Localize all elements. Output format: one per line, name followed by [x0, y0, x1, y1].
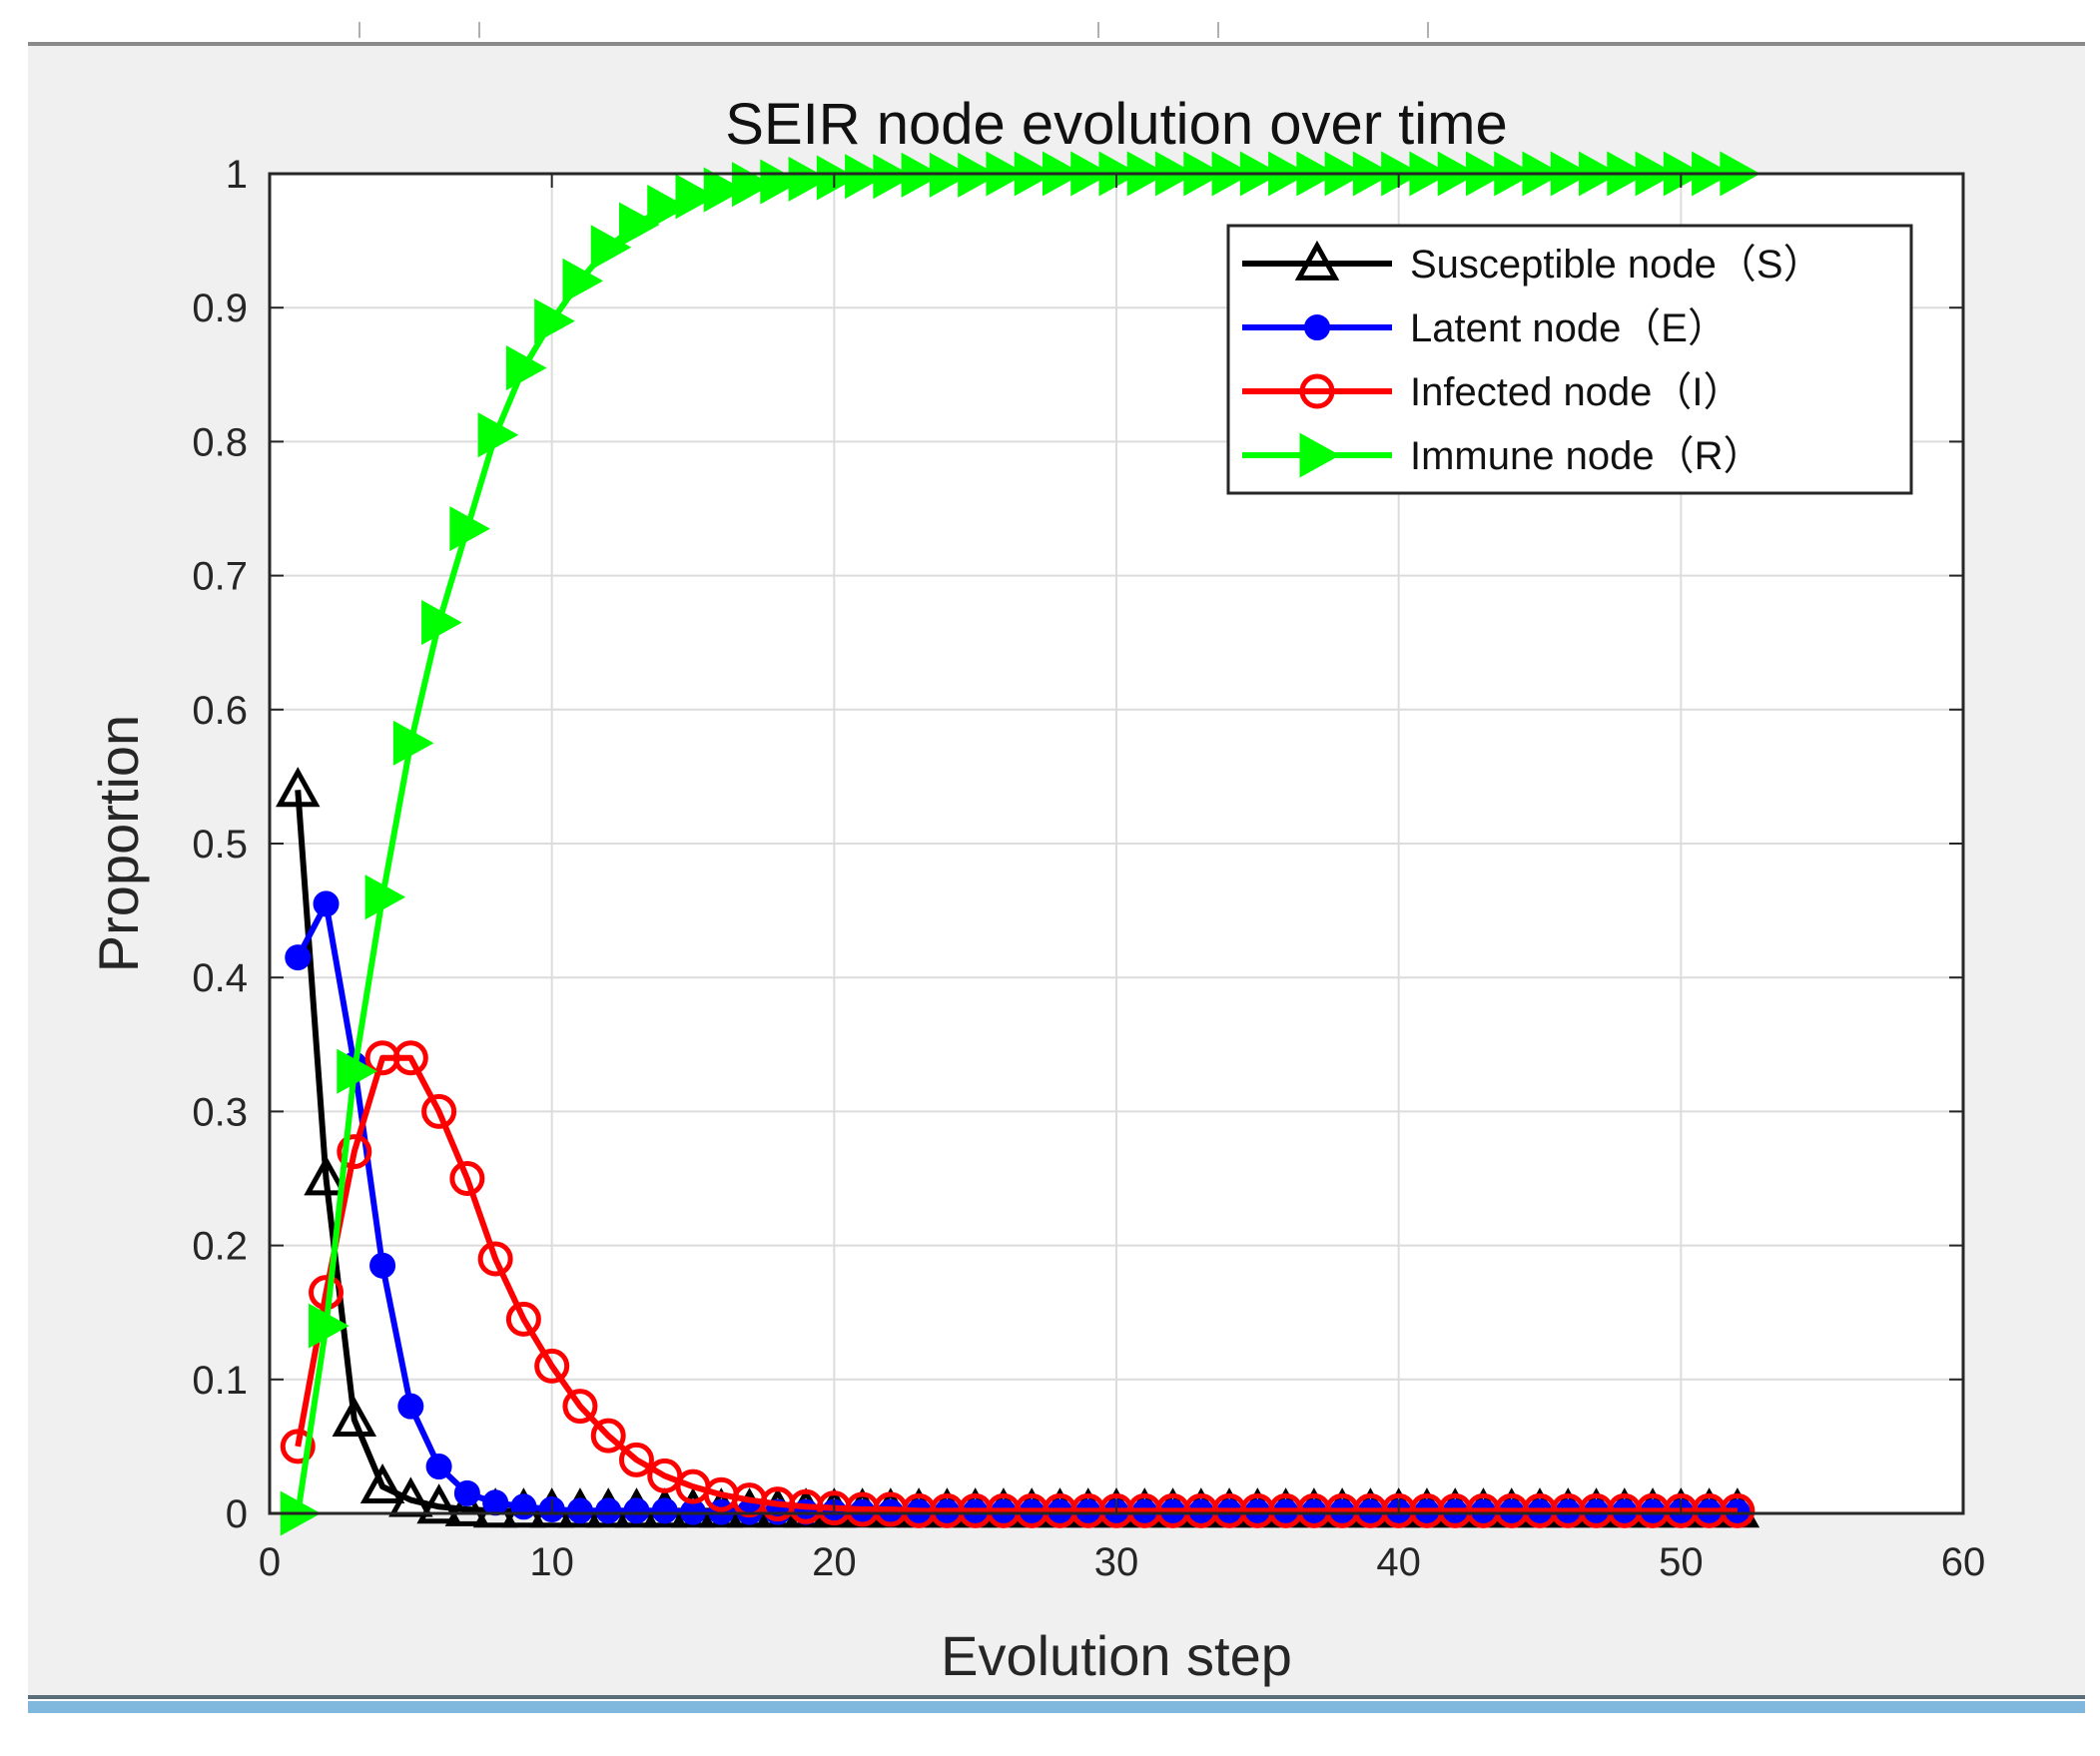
data-point-immune [505, 345, 547, 391]
y-tick-label: 0.5 [192, 823, 248, 867]
data-point-latent [369, 1252, 396, 1279]
data-point-immune [392, 720, 434, 766]
x-tick-label: 0 [259, 1540, 281, 1584]
x-tick-label: 10 [529, 1540, 574, 1584]
data-point-infected [505, 1301, 541, 1337]
data-point-immune [364, 875, 406, 920]
legend-marker-infected [1299, 373, 1335, 409]
data-point-susceptible [359, 1463, 405, 1504]
data-point-latent [425, 1454, 452, 1480]
y-tick-label: 0.6 [192, 689, 248, 733]
data-point-infected [421, 1093, 457, 1129]
data-point-latent [285, 944, 312, 971]
data-point-infected [562, 1389, 598, 1425]
data-point-immune [562, 258, 604, 303]
data-point-susceptible [444, 1485, 490, 1526]
legend-marker-susceptible [1294, 240, 1340, 281]
data-point-infected [337, 1134, 372, 1170]
chart-title: SEIR node evolution over time [725, 92, 1507, 157]
x-tick-label: 20 [812, 1540, 857, 1584]
legend-marker-immune [1299, 432, 1341, 478]
tick-layer: 0 10 20 30 40 50 60 0 0.1 0.2 0.3 0.4 0.5 0.6 0.7 0.8 0.… [192, 153, 1985, 1584]
data-point-latent [651, 1497, 678, 1524]
data-point-immune [788, 156, 830, 202]
legend-label-susceptible: Susceptible node（S） [1410, 243, 1823, 287]
data-point-immune [534, 298, 575, 344]
x-tick-label: 60 [1941, 1540, 1986, 1584]
data-point-immune [703, 167, 745, 213]
data-point-immune [845, 154, 886, 200]
data-point-latent [313, 890, 340, 917]
data-point-latent [623, 1497, 650, 1524]
data-point-latent [397, 1393, 424, 1420]
data-point-susceptible [332, 1396, 377, 1437]
legend-label-immune: Immune node（R） [1410, 434, 1762, 478]
data-point-immune [647, 185, 688, 231]
legend-entry-infected: Infected node（I） [1242, 370, 1744, 414]
data-point-infected [1720, 1492, 1755, 1528]
y-tick-label: 1 [226, 153, 248, 197]
toolbar-separators [358, 22, 1429, 38]
data-point-infected [534, 1348, 570, 1384]
x-tick-label: 50 [1659, 1540, 1704, 1584]
y-tick-label: 0.2 [192, 1225, 248, 1269]
legend-marker-latent [1304, 314, 1330, 340]
legend-label-infected: Infected node（I） [1410, 370, 1744, 414]
data-point-latent [482, 1489, 509, 1516]
y-tick-label: 0.3 [192, 1090, 248, 1134]
data-point-infected [392, 1040, 428, 1076]
data-point-immune [873, 154, 914, 200]
legend-entry-latent: Latent node（E） [1242, 306, 1728, 350]
data-point-immune [337, 1048, 377, 1094]
data-point-latent [595, 1497, 622, 1524]
data-point-immune [449, 506, 490, 552]
data-point-immune [477, 412, 519, 458]
data-point-infected [618, 1442, 654, 1477]
data-point-infected [477, 1241, 513, 1277]
legend: Susceptible node（S） Latent node（E） Infecte… [1226, 224, 1913, 495]
data-point-immune [760, 159, 801, 205]
data-point-immune [309, 1303, 350, 1349]
y-tick-label: 0.8 [192, 420, 248, 464]
y-axis-title: Proportion [87, 715, 150, 972]
data-point-latent [566, 1497, 593, 1524]
y-tick-label: 0 [226, 1492, 248, 1536]
data-point-infected [449, 1161, 485, 1196]
data-point-immune [421, 600, 462, 646]
x-axis-title: Evolution step [941, 1624, 1292, 1687]
data-point-infected [590, 1418, 626, 1454]
data-point-latent [510, 1493, 537, 1520]
data-point-immune [618, 202, 660, 248]
y-tick-label: 0.7 [192, 555, 248, 599]
legend-entry-immune: Immune node（R） [1242, 432, 1762, 478]
data-point-susceptible [416, 1483, 461, 1524]
y-tick-label: 0.9 [192, 287, 248, 330]
bottom-highlight-strip [28, 1701, 2085, 1713]
legend-label-latent: Latent node（E） [1410, 306, 1728, 350]
data-point-susceptible [304, 1155, 349, 1196]
x-tick-label: 40 [1376, 1540, 1421, 1584]
legend-box [1226, 224, 1913, 495]
series-infected [280, 1040, 1755, 1528]
data-point-susceptible [276, 767, 321, 808]
x-tick-label: 30 [1094, 1540, 1139, 1584]
data-point-infected [280, 1429, 316, 1464]
legend-entry-susceptible: Susceptible node（S） [1242, 240, 1823, 287]
y-tick-label: 0.1 [192, 1359, 248, 1403]
data-point-immune [590, 225, 632, 271]
data-point-latent [453, 1479, 480, 1506]
y-tick-label: 0.4 [192, 956, 248, 1000]
legend-entries: Susceptible node（S） Latent node（E） Infecte… [1242, 240, 1823, 478]
data-point-immune [675, 174, 717, 220]
data-point-immune [816, 155, 858, 201]
